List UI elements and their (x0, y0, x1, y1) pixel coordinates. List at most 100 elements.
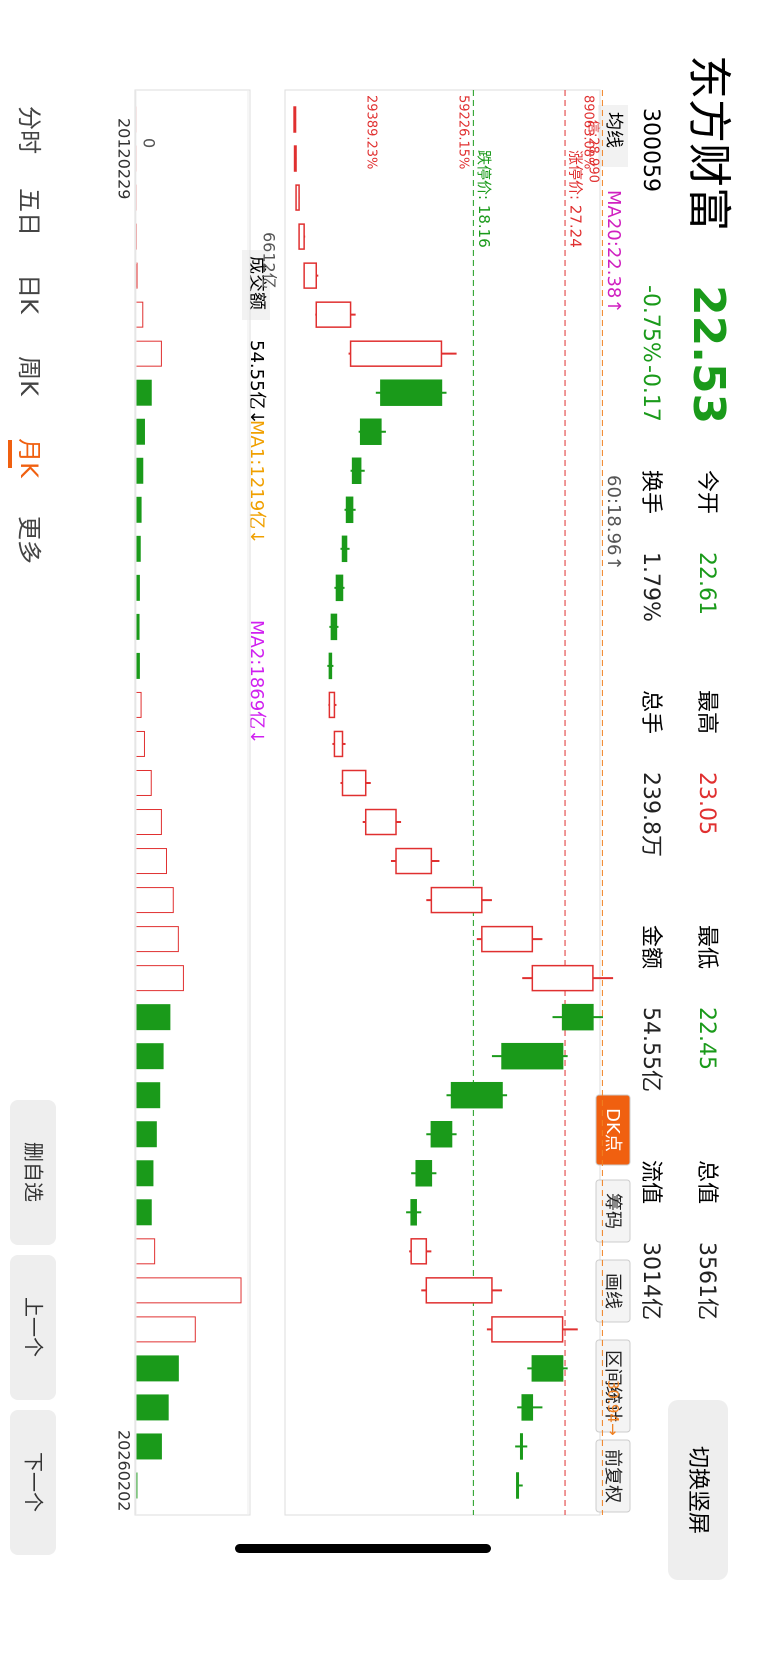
volume-bar (135, 457, 144, 484)
ma20: MA20:22.38↑ (603, 190, 624, 313)
action-button[interactable] (10, 1100, 56, 1245)
action-label: 删自选 (22, 1142, 46, 1202)
candle-body (395, 847, 433, 875)
action-button[interactable] (10, 1410, 56, 1555)
tool-button[interactable] (595, 1259, 631, 1323)
candle-body (345, 496, 354, 524)
tool-button[interactable] (595, 1339, 631, 1433)
home-indicator (235, 1544, 491, 1553)
candle-body (328, 691, 336, 719)
candle-body (450, 1081, 503, 1109)
stat-value: 3561亿 (694, 1242, 719, 1320)
tab[interactable]: 月K (15, 438, 43, 479)
stock-name: 东方财富 (683, 55, 734, 231)
candle-body (425, 1277, 493, 1304)
candle-body (303, 262, 318, 289)
candle-body (415, 1160, 433, 1187)
candle-body (521, 1394, 534, 1421)
candle-body (516, 1472, 520, 1499)
volume-bar (135, 1082, 161, 1109)
volume-select-label: 成交额 (246, 256, 267, 310)
stat-label: 最低 (694, 925, 719, 969)
percent-label: 29389.23% (364, 95, 379, 169)
candle-body (298, 223, 305, 250)
ma60: 60:18.96↑ (603, 475, 624, 571)
tab-underline (8, 440, 12, 468)
volume-bar (135, 1355, 179, 1382)
stat-value: 22.61 (694, 552, 719, 615)
tab[interactable]: 分时 (15, 106, 43, 154)
stat-value: 23.05 (694, 772, 719, 835)
chart-frame (284, 89, 601, 1516)
volume-bar (135, 809, 162, 836)
stat-label: 总值 (694, 1160, 719, 1204)
volume-bar (135, 1238, 156, 1265)
candle-body (328, 652, 333, 680)
tab[interactable]: 日K (15, 274, 43, 315)
tool-button[interactable] (595, 1179, 631, 1243)
tab[interactable]: 更多 (15, 516, 43, 564)
candle-body (335, 574, 344, 602)
volume-bar (135, 887, 174, 914)
volume-bar (135, 1316, 196, 1343)
volume-bar (135, 1394, 169, 1421)
action-button[interactable] (10, 1255, 56, 1400)
candle-body (410, 1199, 417, 1226)
candle-body (333, 730, 344, 758)
candle-body (351, 457, 362, 485)
ma-select[interactable] (598, 105, 628, 167)
tool-label: 画线 (602, 1273, 623, 1309)
stat-label: 今开 (694, 470, 719, 514)
volume-bar (135, 1199, 152, 1226)
candle-body (531, 964, 594, 992)
volume-frame (134, 89, 251, 1516)
candle-body (430, 886, 483, 914)
candle-body (315, 301, 352, 328)
code: 300059 (638, 108, 663, 192)
candle-body (349, 340, 443, 367)
action-label: 上一个 (22, 1297, 46, 1357)
candle-body (380, 379, 443, 406)
stat-value: 22.45 (694, 1007, 719, 1070)
x-label: 20120229 (115, 118, 134, 199)
candle-body (293, 106, 297, 133)
volume-bar (135, 418, 145, 445)
stat-label: 总手 (638, 690, 663, 734)
volume-bar (135, 730, 145, 757)
candle-body (293, 145, 297, 172)
action-label: 下一个 (22, 1452, 46, 1512)
volume-tick-label: 0 (140, 138, 159, 148)
tool-label: 前复权 (602, 1449, 623, 1503)
stat-label: 流值 (638, 1160, 663, 1204)
volume-bar (135, 1160, 154, 1187)
switch-button[interactable] (668, 1400, 728, 1580)
volume-bar (135, 1121, 157, 1148)
tool-label: 筹码 (602, 1193, 623, 1229)
volume-ma1: MA1:1219亿↓ (246, 420, 267, 544)
tab[interactable]: 周K (15, 356, 43, 397)
stat-value: 3014亿 (638, 1242, 663, 1320)
volume-select[interactable] (242, 250, 270, 320)
candle-body (341, 769, 367, 797)
volume-bar (135, 1004, 171, 1031)
volume-bar (135, 301, 144, 328)
candle-body (359, 418, 382, 445)
tool-button[interactable] (595, 1439, 631, 1513)
volume-bar (135, 965, 184, 992)
candle-body (364, 808, 397, 836)
volume-bar (135, 1433, 162, 1460)
stat-value: 1.79% (638, 552, 663, 622)
volume-bar (135, 379, 152, 406)
volume-bar (135, 926, 179, 953)
candle-body (410, 1238, 428, 1265)
volume-bar (135, 1277, 242, 1304)
candle-body (491, 1316, 564, 1343)
tool-button[interactable] (595, 1094, 631, 1166)
candle-body (531, 1355, 564, 1382)
tab[interactable]: 五日 (15, 188, 43, 236)
stat-label: 最高 (694, 690, 719, 734)
candle-body (501, 1042, 564, 1070)
volume-tick-label: 6612亿 (260, 232, 279, 289)
